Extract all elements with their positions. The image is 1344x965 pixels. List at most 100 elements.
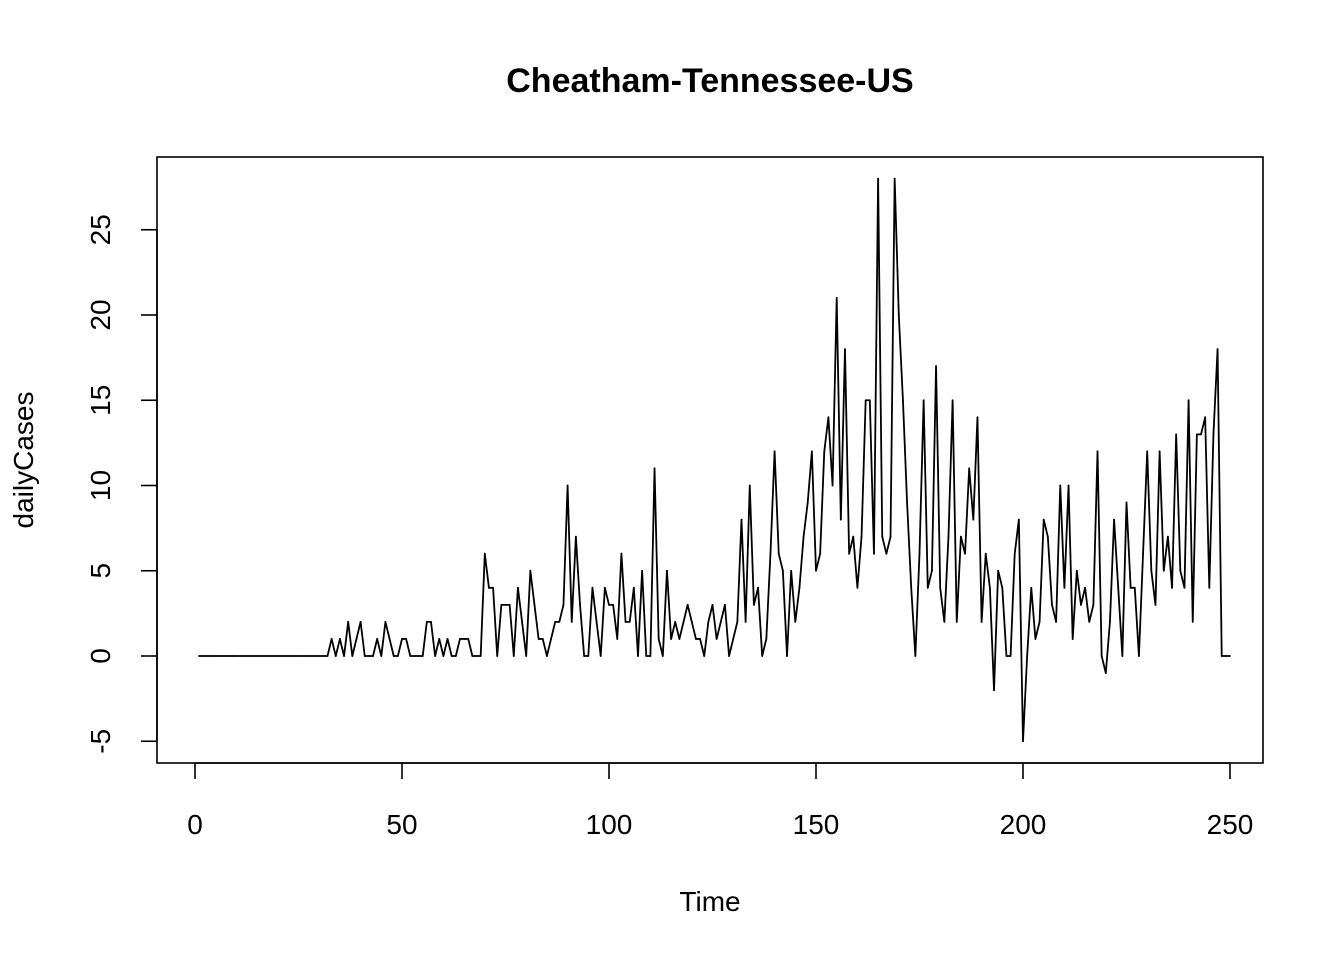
data-point [856, 586, 859, 589]
data-point [587, 655, 590, 657]
data-point [653, 467, 656, 470]
data-point [864, 399, 867, 402]
data-point [310, 655, 312, 657]
data-point [1080, 603, 1082, 606]
data-point [790, 569, 793, 572]
data-point [1038, 621, 1041, 623]
x-tick-label: 150 [793, 809, 840, 840]
data-point [202, 655, 205, 657]
x-tick-label: 250 [1207, 809, 1254, 840]
data-point [1146, 450, 1149, 453]
data-point [293, 655, 296, 657]
data-point [529, 569, 532, 572]
data-point [690, 621, 693, 623]
data-point [285, 655, 287, 657]
x-axis-label: Time [679, 886, 740, 917]
data-point [326, 655, 329, 657]
data-point [260, 655, 263, 657]
data-point [728, 655, 730, 657]
data-point [806, 501, 809, 504]
data-point [421, 655, 424, 657]
data-point [781, 569, 784, 572]
data-point [1167, 535, 1169, 538]
data-point [351, 655, 354, 657]
data-point [334, 655, 337, 657]
data-point [632, 586, 635, 589]
data-point [868, 399, 871, 402]
data-point [1088, 621, 1091, 623]
data-point [475, 655, 478, 657]
data-point [517, 586, 519, 589]
x-tick-label: 100 [586, 809, 633, 840]
data-point [430, 621, 432, 623]
data-point [674, 621, 677, 623]
y-axis: -5 0 5 10 15 20 25 [85, 214, 158, 754]
data-point [988, 586, 991, 589]
data-point [670, 638, 672, 640]
data-point [355, 638, 358, 640]
series-points [198, 177, 1231, 743]
data-point [1204, 416, 1207, 419]
data-point [1067, 484, 1070, 487]
data-point [521, 621, 523, 623]
data-point [318, 655, 321, 657]
data-point [1208, 586, 1211, 589]
data-point [1055, 621, 1058, 623]
data-point [223, 655, 225, 657]
data-point [724, 603, 726, 606]
data-point [450, 655, 453, 657]
data-point [438, 638, 441, 640]
data-point [396, 655, 399, 657]
data-point [777, 552, 780, 555]
data-point [794, 621, 797, 623]
data-point [1200, 433, 1202, 436]
data-point [839, 518, 842, 521]
data-point [401, 638, 403, 640]
data-point [844, 348, 846, 350]
data-point [488, 586, 490, 589]
data-point [1171, 586, 1173, 589]
data-point [1179, 569, 1182, 572]
data-point [893, 177, 896, 180]
data-point [1220, 655, 1223, 657]
data-point [827, 416, 830, 419]
data-point [305, 655, 308, 657]
data-point [1113, 518, 1115, 521]
data-point [218, 655, 221, 657]
data-point [1183, 586, 1186, 589]
data-point [508, 603, 511, 606]
data-point [276, 655, 279, 657]
data-point [1133, 586, 1136, 589]
data-point [603, 586, 606, 589]
x-tick-label: 0 [187, 809, 203, 840]
y-axis-label: dailyCases [8, 392, 39, 529]
data-point [612, 603, 615, 606]
data-point [960, 535, 962, 538]
data-point [264, 655, 267, 657]
data-point [1216, 348, 1219, 350]
data-point [873, 552, 875, 555]
x-tick-label: 50 [386, 809, 417, 840]
data-point [815, 569, 817, 572]
data-point [897, 314, 900, 316]
data-point [715, 638, 718, 640]
data-point [372, 655, 374, 657]
data-point [1125, 501, 1128, 504]
data-point [272, 655, 275, 657]
data-point [339, 638, 341, 640]
data-point [446, 638, 449, 640]
data-point [1187, 399, 1190, 402]
data-point [732, 638, 735, 640]
data-point [496, 655, 499, 657]
data-point [748, 484, 751, 487]
data-point [918, 552, 921, 555]
data-point [1046, 535, 1049, 538]
data-point [645, 655, 648, 657]
data-point [442, 655, 445, 657]
data-point [301, 655, 304, 657]
data-point [1009, 655, 1012, 657]
data-point [848, 552, 851, 555]
data-point [479, 655, 482, 657]
data-point [243, 655, 246, 657]
data-point [877, 177, 879, 180]
